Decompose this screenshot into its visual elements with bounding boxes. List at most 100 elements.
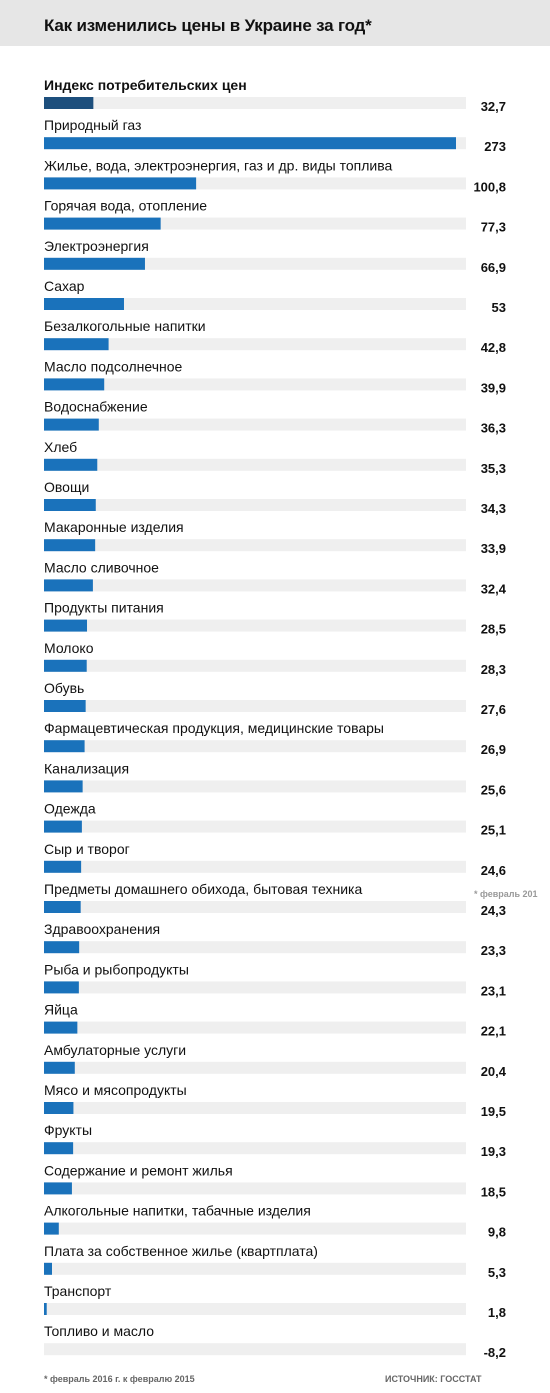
category-label: Мясо и мясопродукты (44, 1082, 187, 1098)
bar (44, 1303, 47, 1315)
value-label: 33,9 (481, 541, 506, 556)
bar (44, 97, 94, 109)
value-label: 24,6 (481, 863, 506, 878)
bar-track (44, 1222, 466, 1235)
category-label: Плата за собственное жилье (квартплата) (44, 1243, 318, 1259)
bar-track (44, 1343, 466, 1356)
bar-track (44, 1303, 466, 1315)
bar (44, 619, 88, 632)
category-label: Сыр и творог (44, 841, 130, 857)
bar (44, 257, 145, 270)
bar (44, 780, 83, 793)
bar-track (44, 338, 466, 351)
value-label: 22,1 (481, 1024, 506, 1039)
bar (44, 860, 82, 873)
value-label: 5,3 (488, 1265, 506, 1280)
bar (44, 458, 98, 471)
category-label: Одежда (44, 801, 96, 817)
bar-track (44, 499, 466, 511)
bar-track (44, 860, 466, 873)
bar-track (44, 619, 466, 632)
bar-track (44, 579, 466, 592)
value-label: 35,3 (481, 461, 506, 476)
value-label: 42,8 (481, 340, 506, 355)
bar (44, 1182, 72, 1195)
footnote: * февраль 2016 г. к февралю 2015 (44, 1374, 195, 1384)
category-label: Масло подсолнечное (44, 358, 183, 374)
category-label: Природный газ (44, 117, 141, 133)
bar (44, 941, 80, 954)
category-label: Амбулаторные услуги (44, 1042, 186, 1058)
bar (44, 539, 96, 552)
bar-track (44, 820, 466, 833)
bar (44, 1061, 75, 1074)
value-label: 273 (484, 139, 506, 154)
bar-track (44, 780, 466, 793)
category-label: Макаронные изделия (44, 519, 184, 535)
category-label: Масло сливочное (44, 559, 159, 575)
bar (44, 1262, 52, 1275)
value-label: 1,8 (488, 1305, 506, 1320)
bar (44, 579, 93, 592)
value-label: 36,3 (481, 421, 506, 436)
value-label: 66,9 (481, 260, 506, 275)
value-label: 23,3 (481, 943, 506, 958)
bar-track (44, 941, 466, 954)
category-label: Топливо и масло (44, 1323, 154, 1339)
source-label: ИСТОЧНИК: ГОССТАТ (385, 1374, 482, 1384)
bar (44, 901, 81, 913)
value-label: 20,4 (481, 1064, 507, 1079)
bar (44, 418, 99, 431)
bar-track (44, 740, 466, 753)
bar (44, 499, 96, 511)
category-label: Канализация (44, 760, 129, 776)
bar (44, 177, 197, 190)
value-label: 28,5 (481, 622, 506, 637)
value-label: 100,8 (473, 179, 506, 194)
category-label: Содержание и ремонт жилья (44, 1162, 233, 1178)
bar (44, 1222, 59, 1235)
value-label: 25,6 (481, 782, 506, 797)
category-label: Яйца (44, 1002, 78, 1018)
value-label: 32,7 (481, 99, 506, 114)
bar-track (44, 700, 466, 712)
title-bar (0, 0, 550, 46)
value-label: 25,1 (481, 823, 506, 838)
bar (44, 981, 79, 994)
bar (44, 820, 82, 833)
value-label: 19,5 (481, 1104, 506, 1119)
category-label: Молоко (44, 640, 94, 656)
value-label: 9,8 (488, 1225, 506, 1240)
value-label: 18,5 (481, 1184, 506, 1199)
category-label: Горячая вода, отопление (44, 198, 207, 214)
bar-track (44, 539, 466, 552)
category-label: Хлеб (44, 439, 77, 455)
bar-track (44, 257, 466, 270)
bar (44, 740, 85, 753)
category-label: Обувь (44, 680, 84, 696)
value-label: 27,6 (481, 702, 506, 717)
chart-title: Как изменились цены в Украине за год* (44, 16, 372, 35)
bar (44, 137, 456, 150)
category-label: Индекс потребительских цен (44, 77, 247, 93)
bar (44, 659, 87, 672)
value-label: 53 (492, 300, 506, 315)
category-label: Сахар (44, 278, 85, 294)
side-note: * февраль 201 (474, 889, 538, 899)
bar (44, 298, 124, 310)
bar (44, 338, 109, 351)
bar (44, 378, 105, 391)
bar-track (44, 458, 466, 471)
category-label: Продукты питания (44, 600, 164, 616)
bar-track (44, 378, 466, 391)
bar-track (44, 1262, 466, 1275)
value-label: 32,4 (481, 581, 507, 596)
value-label: 26,9 (481, 742, 506, 757)
value-label: 24,3 (481, 903, 506, 918)
bar (44, 1021, 78, 1034)
category-label: Рыба и рыбопродукты (44, 961, 189, 977)
bar-track (44, 901, 466, 913)
value-label: -8,2 (484, 1345, 506, 1360)
bar-track (44, 1142, 466, 1155)
